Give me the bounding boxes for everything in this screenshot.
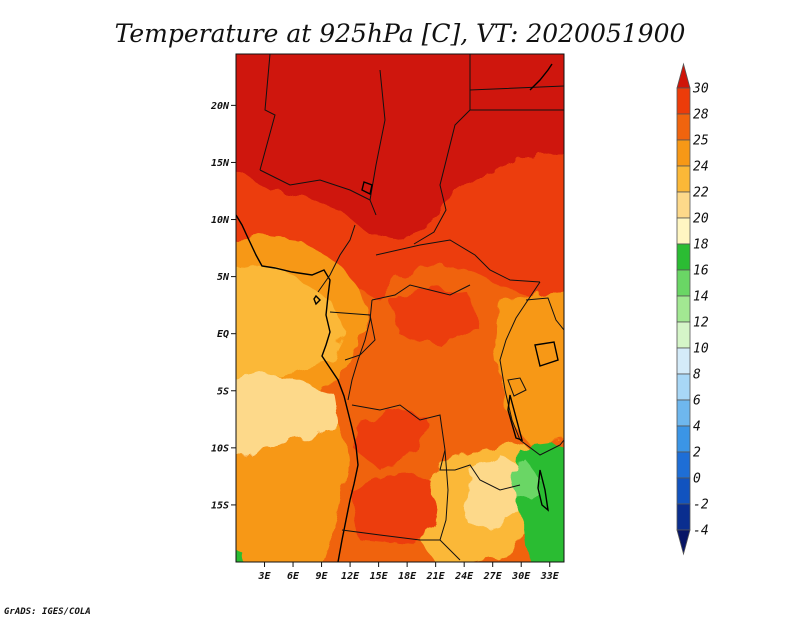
x-tick-label: 33E [540,571,560,582]
colorbar-segment [676,269,691,297]
colorbar-label: 0 [693,472,701,487]
region-angola-24 [236,425,350,562]
temperature-field [236,54,564,562]
x-tick-label: 21E [426,571,446,582]
y-tick-label: 10S [211,443,229,454]
colorbar-label: 18 [693,238,709,253]
x-tick-label: 6E [287,571,300,582]
colorbar-segment [676,503,691,531]
region-coastal-20 [236,372,340,458]
x-tick-label: 3E [257,571,271,582]
colorbar-label: 6 [693,394,701,409]
x-tick-label: 24E [454,571,474,582]
colorbar-label: 28 [693,108,709,123]
colorbar-label: -4 [693,524,709,539]
y-tick-label: 10N [211,215,230,226]
colorbar-segment [676,113,691,141]
region-highlands-20 [465,455,525,530]
colorbar-label: 30 [692,82,709,97]
border-mali-niger [259,54,276,171]
border-nigeria-north [259,169,371,201]
colorbar-label: 14 [693,290,709,305]
colorbar-segment [676,243,691,271]
colorbar-label: 12 [693,316,709,331]
x-tick-label: 15E [370,571,389,582]
colorbar-top-triangle [676,62,691,89]
colorbar-segment [676,425,691,453]
coastline-west-africa [236,214,359,562]
colorbar-label: 8 [693,368,701,383]
region-ocean-22 [236,265,345,384]
colorbar-label: 24 [693,160,709,175]
border-drc-east [499,281,541,441]
lake-victoria [534,341,559,367]
border-car [375,239,541,283]
lake-malawi [537,469,549,512]
colorbar-segment [676,399,691,427]
grads-credit: GrADS: IGES/COLA [4,607,91,617]
y-tick-label: 15S [211,500,229,511]
colorbar-segment [676,477,691,505]
lake-tanganyika [507,394,524,442]
y-axis: 20N 15N 10N 5N EQ 5S 10S 15S [210,101,236,511]
colorbar-label: 2 [693,446,701,461]
y-tick-label: 5S [217,386,229,397]
colorbar-segment [676,451,691,479]
colorbar-label: 25 [693,134,709,149]
colorbar-segment [676,191,691,219]
region-congo-28 [355,410,430,470]
colorbar-segment [676,139,691,167]
region-sahel-28 [236,151,564,300]
border-angola-south [341,529,461,561]
border-zambia [439,449,449,541]
colorbar-segment [676,165,691,193]
map-frame [235,53,565,563]
colorbar-label: -2 [693,498,709,513]
border-tanzania [519,439,564,456]
colorbar-segment [676,373,691,401]
colorbar-label: 22 [693,186,709,201]
colorbar-label: 16 [693,264,709,279]
colorbar-bottom-triangle [676,529,691,556]
region-angola-east-28 [350,470,440,545]
colorbar-segment [676,347,691,375]
lake-volta [313,294,321,306]
border-rwanda [507,377,527,397]
chart-title: Temperature at 925hPa [C], VT: 202005190… [115,19,686,48]
border-car-south [371,284,471,301]
colorbar-segment [676,321,691,349]
x-tick-label: 12E [341,571,360,582]
region-east-africa-14 [510,462,540,500]
colorbar-segment [676,295,691,323]
region-southwest-16 [236,550,245,562]
x-tick-label: 18E [398,571,417,582]
colorbar-label: 20 [693,212,709,227]
country-borders [236,54,564,562]
border-niger-chad [369,69,386,216]
y-tick-label: 20N [210,101,230,112]
border-drc-angola [351,404,521,491]
x-tick-label: 9E [316,571,329,582]
lake-chad [361,181,373,196]
colorbar-segment [676,87,691,115]
y-tick-label: 5N [217,272,230,283]
y-tick-label: 15N [211,158,230,169]
border-gabon [329,311,376,361]
x-tick-label: 30E [511,571,531,582]
border-uganda-kenya [525,297,564,331]
colorbar-segment [676,217,691,245]
region-congo-north-28 [390,285,480,345]
region-sahara-30 [236,54,564,240]
border-nigeria-cameroon [317,224,356,293]
colorbar-label: 4 [693,420,701,435]
x-axis: 3E 6E 9E 12E 15E 18E 21E 24E 27E 30E 33E [257,562,560,582]
red-sea-coast [529,63,553,91]
x-tick-label: 27E [483,571,503,582]
y-tick-label: EQ [217,329,229,340]
colorbar-label: 10 [693,342,709,357]
region-rift-24 [495,291,564,445]
